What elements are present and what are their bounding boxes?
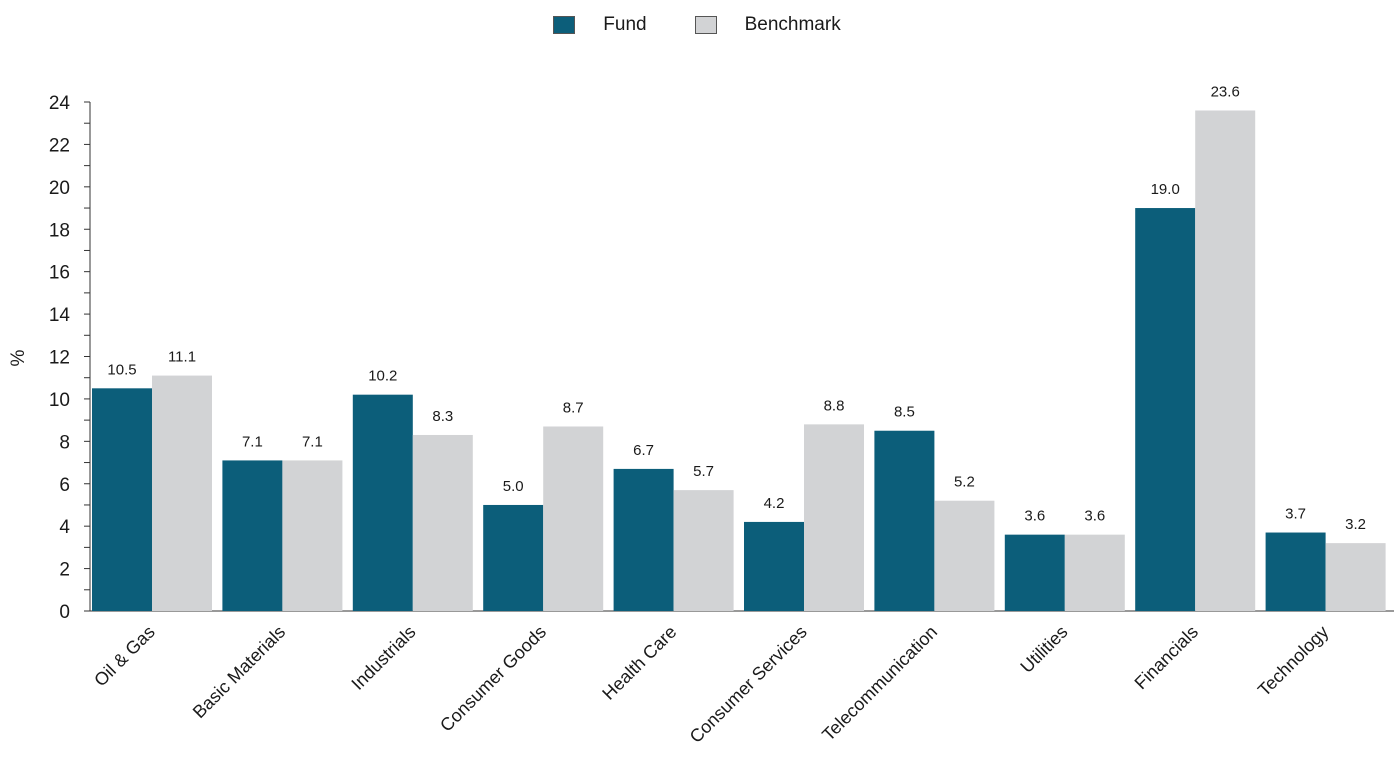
legend-label-fund: Fund [603,14,647,35]
bar-fund-technology [1265,532,1326,611]
data-label-fund-telecommunication: 8.5 [894,404,915,421]
data-label-benchmark-basic-materials: 7.1 [302,433,323,450]
bar-fund-financials [1135,208,1196,611]
data-label-benchmark-health-care: 5.7 [693,463,714,480]
bar-benchmark-basic-materials [282,460,343,611]
bar-benchmark-consumer-services [804,424,864,611]
data-label-benchmark-consumer-goods: 8.7 [563,399,584,416]
y-axis-label: % [8,349,29,366]
y-tick-label: 6 [59,475,70,496]
bar-benchmark-financials [1195,110,1256,611]
data-label-benchmark-telecommunication: 5.2 [954,474,975,491]
bar-fund-utilities [1004,534,1065,611]
data-label-fund-technology: 3.7 [1285,506,1306,523]
bar-fund-consumer-services [744,521,804,611]
bar-benchmark-consumer-goods [543,426,604,611]
x-tick-label-industrials: Industrials [347,622,419,694]
data-label-benchmark-oil-and-gas: 11.1 [168,349,196,366]
y-tick-label: 10 [49,390,70,411]
bars [92,110,1386,611]
y-tick-label: 12 [49,348,70,369]
x-tick-label-utilities: Utilities [1016,622,1071,677]
data-label-fund-consumer-services: 4.2 [764,495,785,512]
bar-benchmark-health-care [673,490,734,611]
bar-fund-consumer-goods [483,504,544,611]
x-tick-label-technology: Technology [1254,622,1333,701]
bar-fund-industrials [352,394,413,611]
data-label-benchmark-financials: 23.6 [1211,83,1240,100]
y-tick-label: 16 [49,263,70,284]
bar-fund-basic-materials [222,460,283,611]
data-label-benchmark-technology: 3.2 [1345,516,1366,533]
x-tick-label-financials: Financials [1131,622,1202,693]
bar-benchmark-oil-and-gas [152,375,212,611]
x-tick-labels: Oil & Gas Basic Materials Industrials Consu… [90,622,1332,747]
y-tick-label: 22 [49,135,70,156]
y-tick-label: 2 [59,560,70,581]
data-label-fund-health-care: 6.7 [633,442,654,459]
x-tick-label-telecommunication: Telecommunication [818,622,941,745]
legend-item-benchmark: Benchmark [694,14,841,36]
y-tick-label: 4 [59,517,70,538]
legend-swatch-benchmark [694,16,717,34]
bar-benchmark-technology [1325,543,1386,611]
y-tick-label: 20 [49,178,70,199]
y-tick-label: 14 [49,305,71,326]
y-tick-label: 24 [49,93,71,114]
x-tick-label-consumer-goods: Consumer Goods [436,622,550,736]
data-label-fund-basic-materials: 7.1 [242,433,263,450]
x-tick-label-health-care: Health Care [598,622,680,704]
y-tick-label: 0 [59,602,70,623]
data-label-benchmark-consumer-services: 8.8 [824,397,845,414]
data-label-fund-oil-and-gas: 10.5 [107,361,136,378]
x-tick-label-consumer-services: Consumer Services [686,622,811,747]
data-label-fund-financials: 19.0 [1151,181,1180,198]
data-label-fund-consumer-goods: 5.0 [503,478,524,495]
data-label-fund-utilities: 3.6 [1024,508,1045,525]
bar-fund-health-care [613,468,674,611]
bar-benchmark-utilities [1064,534,1125,611]
data-label-benchmark-utilities: 3.6 [1084,508,1105,525]
data-label-benchmark-industrials: 8.3 [432,408,453,425]
bar-fund-telecommunication [874,430,935,611]
bar-benchmark-industrials [412,434,473,611]
bar-fund-oil-and-gas [92,388,152,611]
legend-swatch-fund [553,16,576,34]
y-tick-label: 18 [49,220,70,241]
y-tick-label: 8 [59,432,70,453]
bar-benchmark-telecommunication [934,500,995,611]
legend-label-benchmark: Benchmark [744,14,841,35]
x-tick-label-basic-materials: Basic Materials [189,622,289,722]
legend: Fund Benchmark [0,14,1394,36]
legend-item-fund: Fund [553,14,647,36]
x-tick-label-oil-and-gas: Oil & Gas [90,622,159,691]
data-label-fund-industrials: 10.2 [368,368,397,385]
data-labels: 10.5 11.1 7.1 7.1 10.2 8.3 5.0 8.7 6.7 5.7 4.2 8.8 8… [107,83,1366,533]
